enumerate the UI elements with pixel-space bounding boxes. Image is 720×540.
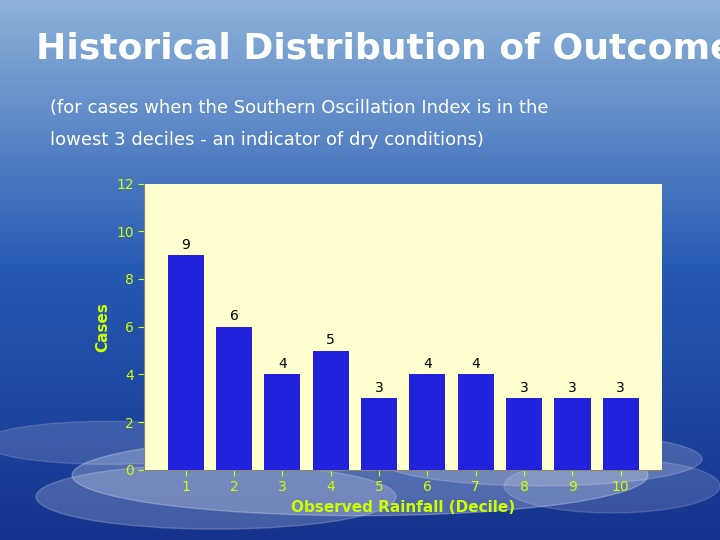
Bar — [216, 327, 252, 470]
Ellipse shape — [72, 435, 648, 516]
Ellipse shape — [378, 432, 702, 486]
Ellipse shape — [504, 459, 720, 513]
Text: lowest 3 deciles - an indicator of dry conditions): lowest 3 deciles - an indicator of dry c… — [50, 131, 485, 150]
Text: 4: 4 — [472, 357, 480, 371]
Text: 3: 3 — [568, 381, 577, 395]
Text: 6: 6 — [230, 309, 238, 323]
Bar — [506, 399, 542, 470]
Bar — [361, 399, 397, 470]
Y-axis label: Cases: Cases — [96, 302, 110, 352]
Bar — [554, 399, 590, 470]
Text: 9: 9 — [181, 238, 190, 252]
Bar — [168, 255, 204, 470]
Text: 3: 3 — [616, 381, 625, 395]
Text: 3: 3 — [374, 381, 384, 395]
Text: (for cases when the Southern Oscillation Index is in the: (for cases when the Southern Oscillation… — [50, 99, 549, 117]
Text: 4: 4 — [278, 357, 287, 371]
Bar — [312, 350, 348, 470]
Ellipse shape — [36, 464, 396, 529]
Bar — [409, 374, 446, 470]
X-axis label: Observed Rainfall (Decile): Observed Rainfall (Decile) — [291, 500, 516, 515]
Text: 4: 4 — [423, 357, 432, 371]
Bar — [603, 399, 639, 470]
Bar — [458, 374, 494, 470]
Text: Historical Distribution of Outcomes: Historical Distribution of Outcomes — [36, 32, 720, 65]
Text: 3: 3 — [520, 381, 528, 395]
Bar — [264, 374, 300, 470]
Ellipse shape — [0, 421, 234, 464]
Text: 5: 5 — [326, 333, 335, 347]
